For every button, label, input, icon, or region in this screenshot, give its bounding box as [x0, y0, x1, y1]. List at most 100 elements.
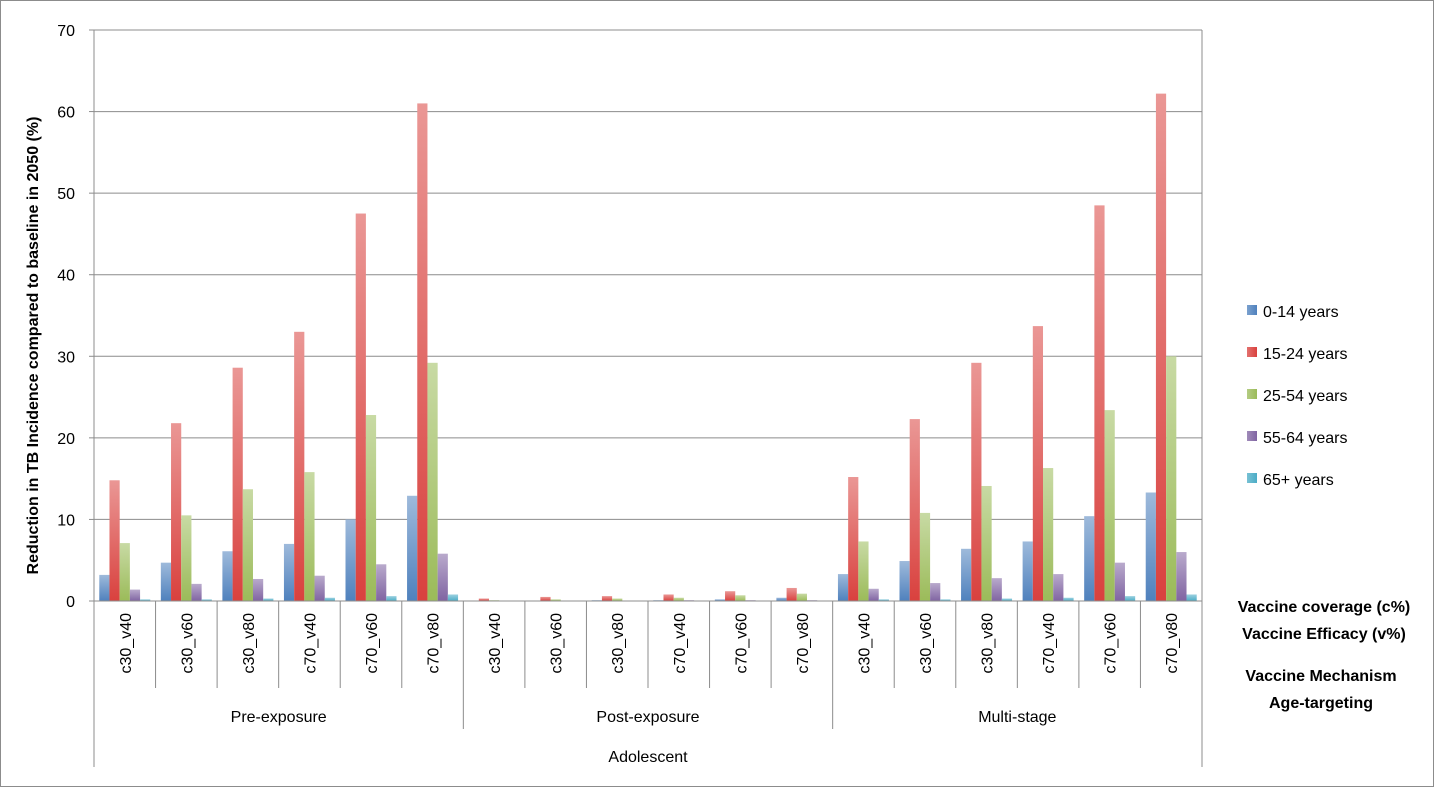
y-tick-label: 60: [57, 105, 75, 122]
bar-0-14-years-17: [1145, 492, 1156, 601]
bar-65-years-14: [1001, 598, 1013, 601]
bar-15-24-years-8: [601, 596, 613, 601]
bar-15-24-years-12: [848, 477, 859, 601]
x-category-label: c70_v80: [795, 613, 812, 674]
x-axis: c30_v40 c30_v60 c30_v80 c70_v40 c70_v60 c70_v…: [93, 600, 1203, 767]
axis-level-label: Vaccine Efficacy (v%): [1242, 626, 1406, 643]
gridlines: [94, 29, 1203, 602]
bar-55-64-years-14: [991, 578, 1002, 601]
x-category-label: c30_v60: [179, 613, 196, 674]
bar-15-24-years-0: [109, 480, 120, 601]
bar-25-54-years-11: [796, 593, 807, 601]
bar-55-64-years-0: [129, 589, 141, 601]
bar-0-14-years-14: [961, 548, 972, 601]
bar-15-24-years-7: [540, 596, 551, 601]
bar-25-54-years-13: [919, 512, 931, 601]
x-category-label: c30_v80: [241, 613, 258, 674]
bar-15-24-years-3: [294, 331, 305, 601]
bar-0-14-years-15: [1022, 541, 1033, 601]
bar-55-64-years-5: [437, 553, 448, 601]
bar-25-54-years-14: [981, 485, 992, 601]
legend-swatch: [1247, 305, 1257, 315]
legend-label: 65+ years: [1263, 472, 1334, 489]
bar-0-14-years-0: [99, 574, 110, 601]
bar-55-64-years-2: [252, 578, 264, 601]
bar-15-24-years-17: [1155, 93, 1167, 601]
x-category-label: c70_v40: [302, 613, 319, 674]
x-outer-group-label: Adolescent: [608, 749, 688, 766]
bar-65-years-12: [878, 599, 889, 601]
y-axis-label: Reduction in TB Incidence compared to ba…: [25, 117, 42, 575]
x-category-label: c30_v40: [856, 613, 873, 674]
bar-65-years-3: [324, 597, 335, 601]
bar-65-years-16: [1124, 596, 1136, 601]
axis-level-label: Vaccine coverage (c%): [1238, 599, 1411, 616]
bar-25-54-years-0: [119, 543, 130, 601]
axis-level-label: Age-targeting: [1269, 695, 1373, 712]
x-group-label: Multi-stage: [978, 709, 1056, 726]
bar-15-24-years-4: [355, 213, 366, 602]
bar-65-years-4: [386, 596, 397, 601]
bar-15-24-years-13: [909, 419, 920, 601]
x-group-label: Post-exposure: [596, 709, 699, 726]
x-category-label: c70_v60: [1103, 613, 1120, 674]
x-category-label: c70_v40: [672, 613, 689, 674]
x-group-label: Pre-exposure: [231, 709, 327, 726]
legend-swatch: [1247, 347, 1257, 357]
bar-0-14-years-16: [1084, 516, 1095, 601]
legend-label: 15-24 years: [1263, 346, 1348, 363]
bar-25-54-years-8: [612, 598, 623, 601]
bar-25-54-years-5: [427, 362, 438, 601]
axis-level-labels: Vaccine coverage (c%) Vaccine Efficacy (v…: [1238, 599, 1411, 712]
x-category-label: c30_v60: [918, 613, 935, 674]
bar-0-14-years-5: [407, 495, 418, 601]
bar-65-years-0: [140, 599, 151, 601]
x-category-label: c30_v40: [487, 613, 504, 674]
bar-0-14-years-10: [714, 599, 726, 601]
bar-0-14-years-3: [283, 543, 295, 601]
bar-0-14-years-4: [345, 519, 356, 601]
bar-0-14-years-11: [776, 597, 787, 601]
bar-15-24-years-6: [478, 598, 490, 601]
y-axis-ticks: 0 10 20 30 40 50 60 70: [57, 23, 95, 611]
bar-25-54-years-17: [1166, 356, 1177, 601]
bar-15-24-years-16: [1094, 205, 1105, 601]
bar-65-years-2: [263, 598, 274, 601]
x-category-label: c70_v60: [364, 613, 381, 674]
bar-25-54-years-1: [181, 515, 192, 601]
bar-25-54-years-10: [735, 595, 746, 601]
bar-0-14-years-13: [899, 561, 910, 601]
bar-55-64-years-16: [1114, 562, 1125, 601]
x-category-label: c30_v40: [118, 613, 135, 674]
bar-25-54-years-3: [304, 472, 315, 601]
bar-65-years-1: [201, 599, 212, 601]
bar-55-64-years-12: [868, 588, 879, 601]
legend-label: 55-64 years: [1263, 430, 1348, 447]
bar-15-24-years-1: [171, 423, 182, 601]
bar-15-24-years-2: [232, 367, 243, 601]
y-tick-label: 70: [57, 23, 75, 40]
bar-0-14-years-1: [160, 562, 172, 601]
bar-25-54-years-15: [1043, 468, 1054, 601]
x-category-label: c30_v60: [549, 613, 566, 674]
bar-15-24-years-9: [663, 594, 674, 601]
x-category-label: c70_v40: [1041, 613, 1058, 674]
x-category-label: c70_v80: [1164, 613, 1181, 674]
y-tick-label: 40: [57, 268, 75, 285]
bar-15-24-years-15: [1032, 326, 1044, 601]
y-tick-label: 0: [66, 594, 75, 611]
bar-25-54-years-9: [673, 597, 684, 601]
legend-label: 25-54 years: [1263, 388, 1348, 405]
bar-15-24-years-10: [725, 591, 736, 601]
axis-level-label: Vaccine Mechanism: [1245, 668, 1396, 685]
legend-swatch: [1247, 431, 1257, 441]
bar-55-64-years-17: [1176, 552, 1187, 601]
bar-65-years-15: [1063, 597, 1074, 601]
y-tick-label: 10: [57, 512, 75, 529]
bar-15-24-years-11: [786, 587, 797, 601]
bars: [99, 93, 1197, 602]
bar-65-years-13: [940, 599, 951, 601]
bar-25-54-years-7: [550, 599, 561, 601]
